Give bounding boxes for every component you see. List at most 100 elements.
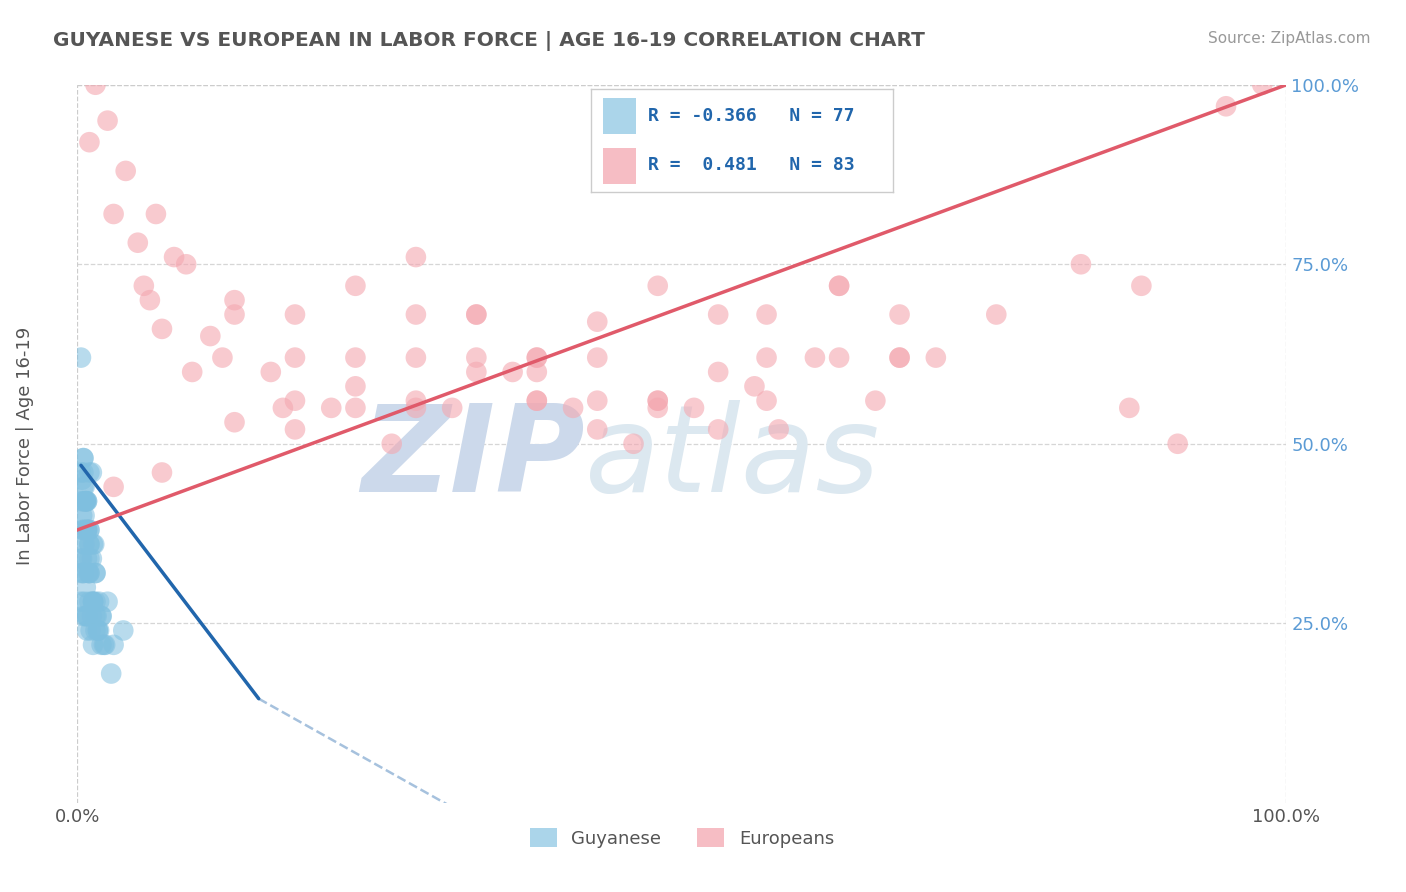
Point — [804, 351, 827, 365]
Point — [72, 523, 94, 537]
Point — [76, 523, 98, 537]
Point — [889, 351, 911, 365]
Point — [76, 624, 98, 638]
Point — [96, 595, 118, 609]
Point — [79, 537, 101, 551]
Point — [76, 494, 98, 508]
Point — [79, 566, 101, 580]
Point — [1070, 257, 1092, 271]
Point — [103, 480, 125, 494]
Point — [526, 351, 548, 365]
Point — [87, 595, 110, 609]
Point — [73, 508, 96, 523]
Point — [70, 566, 93, 580]
Point — [72, 609, 94, 624]
Text: In Labor Force | Age 16-19: In Labor Force | Age 16-19 — [17, 326, 34, 566]
Point — [586, 422, 609, 436]
Point — [526, 351, 548, 365]
Point — [707, 422, 730, 436]
Point — [986, 308, 1008, 322]
Point — [1251, 78, 1274, 92]
Point — [79, 551, 101, 566]
Point — [70, 551, 93, 566]
Point — [73, 480, 96, 494]
Point — [381, 436, 404, 450]
Point — [77, 566, 100, 580]
Point — [1215, 99, 1237, 113]
Text: Source: ZipAtlas.com: Source: ZipAtlas.com — [1208, 31, 1371, 46]
Point — [150, 322, 173, 336]
Point — [163, 250, 186, 264]
Point — [284, 308, 307, 322]
Point — [76, 523, 98, 537]
Point — [744, 379, 766, 393]
Text: GUYANESE VS EUROPEAN IN LABOR FORCE | AGE 16-19 CORRELATION CHART: GUYANESE VS EUROPEAN IN LABOR FORCE | AG… — [53, 31, 925, 51]
Point — [83, 537, 105, 551]
Point — [586, 315, 609, 329]
Point — [344, 278, 367, 293]
Point — [72, 537, 94, 551]
Point — [76, 551, 98, 566]
Point — [70, 595, 93, 609]
Point — [84, 609, 107, 624]
Point — [465, 365, 488, 379]
Point — [647, 393, 669, 408]
Point — [79, 135, 101, 149]
Text: atlas: atlas — [585, 400, 880, 516]
Bar — [603, 98, 636, 135]
Point — [271, 401, 294, 415]
Point — [623, 436, 645, 450]
Point — [72, 494, 94, 508]
Point — [865, 393, 887, 408]
Point — [889, 308, 911, 322]
Point — [94, 638, 117, 652]
Point — [1167, 436, 1189, 450]
Point — [87, 624, 110, 638]
Point — [344, 351, 367, 365]
Point — [284, 351, 307, 365]
Point — [72, 566, 94, 580]
Point — [284, 422, 307, 436]
Point — [79, 566, 101, 580]
Point — [502, 365, 524, 379]
Point — [75, 609, 97, 624]
Point — [70, 494, 93, 508]
Point — [70, 466, 93, 480]
Point — [79, 523, 101, 537]
Point — [103, 638, 125, 652]
Point — [647, 278, 669, 293]
Point — [73, 537, 96, 551]
Point — [181, 365, 204, 379]
Point — [889, 351, 911, 365]
Text: ZIP: ZIP — [361, 400, 585, 516]
Point — [72, 523, 94, 537]
Point — [103, 207, 125, 221]
Point — [647, 393, 669, 408]
Legend: Guyanese, Europeans: Guyanese, Europeans — [523, 821, 841, 855]
Point — [76, 494, 98, 508]
Point — [683, 401, 706, 415]
Point — [562, 401, 585, 415]
Point — [925, 351, 948, 365]
Point — [647, 401, 669, 415]
Point — [93, 638, 115, 652]
Point — [80, 551, 103, 566]
Point — [139, 293, 162, 307]
Point — [79, 595, 101, 609]
Point — [127, 235, 149, 250]
Point — [211, 351, 233, 365]
Point — [114, 164, 136, 178]
Point — [79, 466, 101, 480]
Point — [80, 466, 103, 480]
Point — [465, 351, 488, 365]
Point — [344, 401, 367, 415]
Point — [75, 494, 97, 508]
Point — [224, 308, 246, 322]
Point — [84, 566, 107, 580]
Point — [70, 351, 93, 365]
Point — [90, 609, 112, 624]
Point — [150, 466, 173, 480]
Point — [755, 393, 778, 408]
Point — [73, 595, 96, 609]
Point — [465, 308, 488, 322]
